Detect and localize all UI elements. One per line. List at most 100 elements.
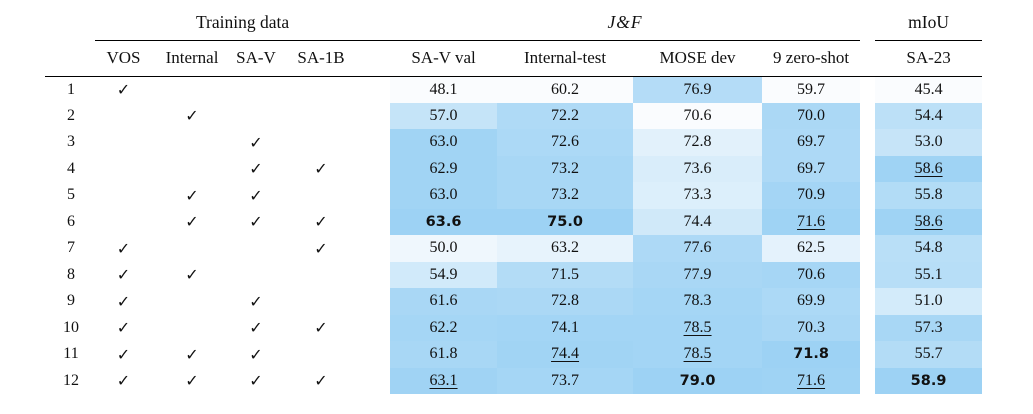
- value-cell-sa-23: 54.4: [875, 102, 983, 129]
- check-cell-sa-1b: [280, 103, 362, 130]
- value-cell-sa-v-val: 61.6: [390, 288, 498, 315]
- check-cell-internal: [152, 156, 232, 183]
- column-spacer: [362, 341, 390, 368]
- value-cell-sa-v-val: 62.2: [390, 314, 498, 341]
- right-margin: [982, 76, 1033, 103]
- row-number: 3: [67, 133, 75, 151]
- right-margin: [982, 0, 1033, 40]
- column-gap: [860, 129, 875, 156]
- column-header-sa-23: SA-23: [875, 40, 983, 77]
- right-margin: [982, 341, 1033, 368]
- column-gap: [860, 0, 875, 40]
- check-cell-internal: ✓: [185, 344, 199, 364]
- table-row: 11 ✓ ✓ ✓ 61.8 74.4 78.5 71.8 55.7: [0, 341, 1033, 368]
- column-spacer: [362, 288, 390, 315]
- table-row: 5 ✓ ✓ 63.0 73.2 73.3 70.9 55.8: [0, 182, 1033, 209]
- left-margin: [0, 129, 45, 156]
- left-margin: [0, 315, 45, 342]
- check-cell-internal: ✓: [185, 185, 199, 205]
- table-row: 8 ✓ ✓ 54.9 71.5 77.9 70.6 55.1: [0, 261, 1033, 289]
- column-header-sa-1b: SA-1B: [280, 40, 362, 77]
- right-margin: [982, 129, 1033, 156]
- column-gap: [860, 103, 875, 130]
- check-cell-sa-v: ✓: [249, 159, 263, 179]
- value-cell-9-zero-shot: 69.7: [762, 155, 861, 182]
- check-cell-vos: [95, 156, 152, 183]
- group-header-jandf: J&F: [390, 0, 861, 41]
- value-cell-9-zero-shot: 70.0: [762, 102, 861, 129]
- check-cell-sa-v: [232, 76, 280, 103]
- row-number: 8: [67, 265, 75, 283]
- right-margin: [982, 288, 1033, 315]
- check-cell-vos: ✓: [116, 238, 131, 258]
- column-spacer: [362, 315, 390, 342]
- row-number: 12: [63, 371, 79, 389]
- check-cell-sa-1b: ✓: [314, 212, 328, 232]
- value-cell-sa-v-val: 54.9: [390, 261, 498, 288]
- left-margin: [0, 156, 45, 183]
- value-cell-mose-dev: 79.0: [633, 367, 763, 394]
- value-cell-sa-v-val: 63.6: [390, 208, 498, 235]
- right-margin: [982, 368, 1033, 395]
- column-gap: [860, 262, 875, 289]
- value-cell-9-zero-shot: 71.8: [762, 341, 861, 368]
- value-cell-mose-dev: 70.6: [633, 102, 763, 129]
- left-margin: [0, 76, 45, 103]
- value-cell-9-zero-shot: 69.7: [762, 129, 861, 156]
- value-cell-mose-dev: 78.3: [633, 288, 763, 315]
- column-header-row: VOS Internal SA-V SA-1B SA-V val Interna…: [0, 40, 1033, 77]
- check-cell-sa-1b: ✓: [314, 318, 328, 338]
- left-margin: [0, 368, 45, 395]
- value-cell-mose-dev: 72.8: [633, 129, 763, 156]
- check-cell-vos: ✓: [116, 80, 131, 99]
- column-header-sa-v: SA-V: [232, 40, 280, 77]
- value-cell-sa-v-val: 62.9: [390, 155, 498, 182]
- value-cell-9-zero-shot: 62.5: [762, 235, 861, 262]
- value-cell-9-zero-shot: 70.3: [762, 314, 861, 341]
- value-cell-sa-v-val: 50.0: [390, 235, 498, 262]
- value-cell-internal-test: 74.1: [497, 314, 634, 341]
- value-cell-internal-test: 71.5: [497, 261, 634, 288]
- left-margin: [0, 341, 45, 368]
- value-cell-sa-23: 55.8: [875, 182, 983, 209]
- check-cell-vos: ✓: [116, 265, 131, 285]
- value-cell-sa-23: 53.0: [875, 129, 983, 156]
- table-row: 6 ✓ ✓ ✓ 63.6 75.0 74.4 71.6 58.6: [0, 208, 1033, 236]
- value-cell-9-zero-shot: 71.6: [762, 208, 861, 235]
- check-cell-internal: ✓: [185, 212, 199, 232]
- value-cell-sa-23: 55.7: [875, 341, 983, 368]
- column-header-internal: Internal: [152, 40, 232, 77]
- value-cell-sa-v-val: 63.0: [390, 182, 498, 209]
- table-row: 1 ✓ 48.1 60.2 76.9 59.7 45.4: [0, 76, 1033, 103]
- row-number: 9: [67, 292, 75, 310]
- training-data-ablation-table: Training data J&F mIoU VOS Internal SA-V…: [0, 0, 1033, 395]
- right-margin: [982, 262, 1033, 289]
- value-cell-sa-v-val: 63.0: [390, 129, 498, 156]
- right-margin: [982, 235, 1033, 262]
- row-number: 10: [63, 318, 79, 336]
- column-spacer: [362, 262, 390, 289]
- table-row: 7 ✓ ✓ 50.0 63.2 77.6 62.5 54.8: [0, 235, 1033, 262]
- check-cell-sa-1b: [280, 341, 362, 368]
- value-cell-mose-dev: 74.4: [633, 208, 763, 235]
- check-cell-vos: [95, 209, 152, 236]
- row-number: 7: [67, 239, 75, 257]
- row-number: 6: [67, 212, 75, 230]
- right-margin: [982, 182, 1033, 209]
- value-cell-mose-dev: 73.6: [633, 155, 763, 182]
- value-cell-internal-test: 73.7: [497, 367, 634, 394]
- column-spacer: [362, 129, 390, 156]
- row-number: 2: [67, 106, 75, 124]
- column-gap: [860, 368, 875, 395]
- value-cell-internal-test: 75.0: [497, 208, 634, 235]
- column-spacer: [362, 156, 390, 183]
- check-cell-internal: ✓: [185, 106, 199, 126]
- column-header-mose-dev: MOSE dev: [633, 40, 763, 77]
- left-margin: [0, 0, 45, 40]
- check-cell-sa-v: [232, 103, 280, 130]
- check-cell-internal: [152, 315, 232, 342]
- check-cell-internal: ✓: [185, 265, 199, 285]
- value-cell-internal-test: 72.6: [497, 129, 634, 156]
- column-spacer: [362, 209, 390, 236]
- right-margin: [982, 315, 1033, 342]
